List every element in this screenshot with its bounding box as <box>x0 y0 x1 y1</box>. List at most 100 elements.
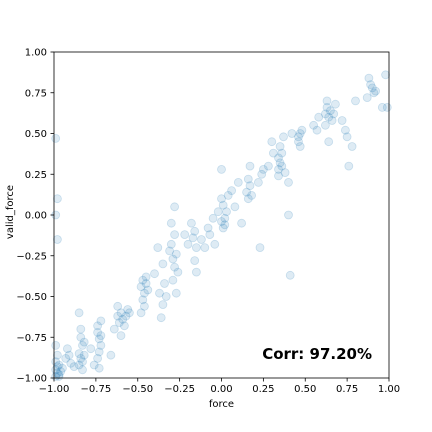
scatter-point <box>257 169 267 179</box>
scatter-point <box>93 321 102 331</box>
scatter-point <box>160 279 169 288</box>
scatter-point <box>168 254 178 264</box>
scatter-point <box>54 370 64 380</box>
scatter-point <box>64 350 74 360</box>
scatter-point <box>205 230 215 240</box>
scatter-point <box>74 308 84 318</box>
scatter-point <box>161 292 171 301</box>
scatter-point <box>51 340 61 350</box>
scatter-point <box>285 270 295 280</box>
scatter-point <box>96 340 106 350</box>
scatter-point <box>200 243 210 253</box>
scatter-point <box>116 331 126 341</box>
scatter-point <box>322 103 332 112</box>
scatter-point <box>93 327 102 337</box>
y-tick-label: 0.50 <box>25 129 47 140</box>
scatter-point <box>139 288 149 298</box>
scatter-point <box>218 200 228 210</box>
scatter-point <box>94 347 104 357</box>
scatter-point <box>245 161 255 171</box>
x-tick-label: −1.00 <box>39 384 70 395</box>
y-tick-label: 0.75 <box>25 88 47 99</box>
scatter-point <box>312 125 322 135</box>
y-axis-ticks: −1.00 −0.75 −0.50 −0.25 0.00 0.25 0.50 0.75 1.00 <box>16 48 54 385</box>
scatter-point <box>124 308 134 318</box>
scatter-point <box>208 213 218 223</box>
scatter-point <box>243 194 253 204</box>
scatter-point <box>364 73 374 83</box>
scatter-point <box>96 331 106 341</box>
scatter-point <box>180 230 190 240</box>
scatter-point <box>188 233 198 243</box>
scatter-point <box>340 125 350 135</box>
scatter-point <box>76 353 86 363</box>
scatter-point <box>230 202 240 212</box>
scatter-point <box>245 181 255 191</box>
scatter-point <box>78 365 87 375</box>
scatter-point <box>255 243 265 253</box>
scatter-point <box>69 362 79 372</box>
scatter-point <box>277 161 287 171</box>
scatter-point <box>109 324 119 334</box>
scatter-point <box>51 133 61 143</box>
scatter-point <box>173 267 183 277</box>
plot-frame <box>53 51 390 379</box>
scatter-point <box>53 235 62 244</box>
scatter-point <box>53 350 62 360</box>
scatter-point <box>191 267 201 277</box>
scatter-point <box>247 190 257 200</box>
scatter-point <box>217 194 226 204</box>
scatter-point <box>153 243 163 253</box>
scatter-point <box>324 112 334 122</box>
y-tick-label: −0.75 <box>16 333 47 344</box>
scatter-point <box>366 80 376 89</box>
scatter-point <box>320 120 330 130</box>
scatter-point <box>56 367 66 376</box>
scatter-point <box>309 120 319 130</box>
scatter-point <box>196 235 206 244</box>
scatter-point <box>86 344 96 354</box>
scatter-point <box>377 103 387 112</box>
scatter-point <box>136 282 146 292</box>
scatter-point <box>369 88 379 98</box>
scatter-point <box>170 202 180 212</box>
scatter-point <box>78 357 87 367</box>
scatter-point <box>190 256 200 266</box>
scatter-point <box>218 223 228 233</box>
scatter-point <box>74 349 84 359</box>
scatter-point <box>297 125 307 135</box>
scatter-point <box>287 129 297 138</box>
scatter-point <box>220 213 230 223</box>
scatter-point <box>295 129 305 138</box>
scatter-point <box>120 321 129 331</box>
scatter-point <box>382 103 392 112</box>
scatter-point <box>275 158 285 168</box>
scatter-point <box>54 360 64 370</box>
scatter-point <box>63 344 72 354</box>
scatter-point <box>66 358 76 368</box>
scatter-point <box>337 116 347 125</box>
y-tick-label: −1.00 <box>16 374 47 385</box>
scatter-point <box>53 362 62 372</box>
scatter-point <box>325 106 335 116</box>
scatter-point <box>314 112 324 122</box>
scatter-point <box>186 218 196 228</box>
scatter-point <box>106 350 116 360</box>
scatter-point <box>284 177 293 187</box>
scatter-point <box>123 305 133 314</box>
scatter-point <box>113 301 123 311</box>
scatter-point <box>191 243 201 253</box>
scatter-point <box>165 246 175 256</box>
y-tick-label: 0.00 <box>25 211 47 222</box>
x-axis-ticks: −1.00 −0.75 −0.50 −0.25 0.00 0.25 0.50 0.75 1.00 <box>39 378 400 395</box>
scatter-point <box>96 316 106 326</box>
scatter-point <box>222 207 231 217</box>
scatter-point <box>158 259 168 269</box>
scatter-point <box>320 109 330 119</box>
scatter-point <box>347 142 357 151</box>
scatter-point <box>53 194 62 204</box>
scatter-point <box>118 314 128 324</box>
scatter-point <box>116 308 126 318</box>
scatter-point <box>274 171 283 181</box>
